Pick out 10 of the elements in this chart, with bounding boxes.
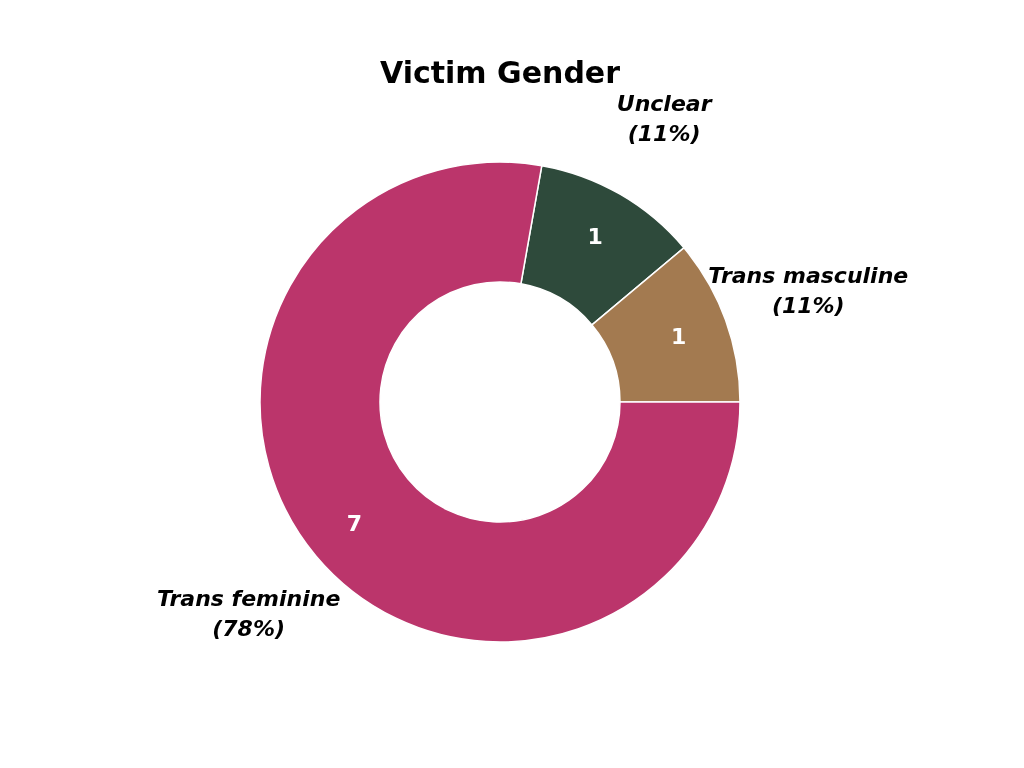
data-label: 7 bbox=[346, 511, 363, 537]
text: (78%) bbox=[212, 615, 286, 641]
slice-label: Unclear bbox=[616, 91, 713, 117]
slice-label: Trans masculine bbox=[708, 262, 909, 288]
data-label: 1 bbox=[670, 324, 687, 350]
data-label: 1 bbox=[587, 224, 603, 250]
slice-label: Trans feminine bbox=[156, 585, 341, 611]
text: (11%) bbox=[627, 121, 701, 147]
chart-title: Victim Gender bbox=[379, 55, 621, 91]
text: (11%) bbox=[771, 292, 845, 318]
